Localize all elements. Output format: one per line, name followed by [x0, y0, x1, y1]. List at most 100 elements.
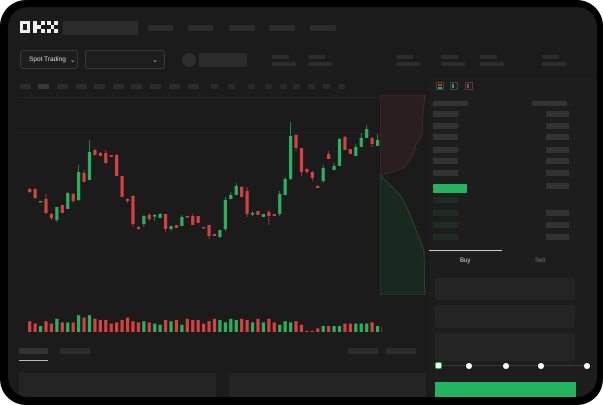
ask-price — [433, 147, 458, 153]
volume-bar — [359, 323, 363, 332]
volume-bar — [125, 317, 130, 332]
candle-body — [104, 153, 108, 163]
orderbook-header — [433, 101, 468, 106]
amount-input[interactable] — [435, 305, 575, 328]
candle-body — [93, 150, 97, 155]
market-type-dropdown[interactable]: Spot Trading ⌄ — [20, 50, 78, 69]
nav-item[interactable] — [229, 25, 255, 31]
orderbook-bids-icon[interactable] — [450, 82, 458, 90]
volume-bar — [375, 326, 380, 332]
toolbar-button[interactable] — [188, 84, 199, 89]
candle-body — [196, 216, 200, 223]
drawing-tool-icon[interactable] — [323, 84, 330, 89]
drawing-tool-icon[interactable] — [280, 84, 287, 89]
chevron-down-icon: ⌄ — [152, 56, 158, 64]
candle-body — [245, 191, 249, 214]
candle-body — [348, 149, 352, 154]
volume-bar — [147, 322, 151, 332]
slider-track[interactable] — [439, 365, 589, 366]
coin-icon — [182, 53, 196, 67]
pair-dropdown[interactable]: ⌄ — [85, 50, 165, 69]
toolbar-button[interactable] — [131, 84, 142, 89]
candle-body — [169, 226, 173, 229]
volume-bar — [87, 315, 92, 332]
candle-body — [212, 234, 217, 236]
drawing-tool-icon[interactable] — [308, 84, 315, 89]
toolbar-button[interactable] — [57, 84, 68, 89]
filter-button[interactable] — [386, 348, 416, 354]
slider-mark-75[interactable] — [538, 363, 544, 369]
slider-mark-100[interactable] — [584, 363, 590, 369]
toolbar-button[interactable] — [20, 84, 31, 89]
orderbook-both-icon[interactable] — [436, 82, 444, 90]
ask-size — [546, 147, 569, 153]
buy-button[interactable] — [435, 382, 576, 397]
candle-body — [158, 214, 162, 218]
volume-bar — [354, 323, 358, 332]
search-placeholder[interactable] — [63, 21, 138, 35]
candlestick-chart — [16, 122, 382, 332]
candle-body — [120, 176, 124, 197]
toolbar-button[interactable] — [169, 84, 180, 89]
slider-mark-50[interactable] — [503, 363, 509, 369]
drawing-tool-icon[interactable] — [265, 84, 272, 89]
filter-button[interactable] — [348, 348, 378, 354]
slider-handle[interactable] — [435, 362, 442, 369]
drawing-tool-icon[interactable] — [228, 84, 235, 89]
drawing-tool-icon[interactable] — [338, 84, 345, 89]
stat-label — [441, 55, 458, 59]
volume-bar — [337, 326, 342, 332]
drawing-tool-icon[interactable] — [293, 84, 300, 89]
candle-body — [343, 137, 347, 150]
candle-body — [131, 196, 135, 224]
volume-bar — [38, 326, 43, 332]
volume-bar — [142, 321, 146, 332]
volume-bar — [49, 323, 54, 332]
ask-size — [546, 111, 569, 117]
candle-body — [28, 189, 32, 192]
nav-item[interactable] — [310, 25, 336, 31]
slider-mark-25[interactable] — [466, 363, 472, 369]
candle-body — [66, 193, 70, 209]
orderbook-header — [532, 101, 567, 106]
tab-order-history[interactable] — [60, 348, 90, 354]
ask-price — [433, 123, 458, 129]
toolbar-button[interactable] — [113, 84, 124, 89]
candle-body — [223, 200, 227, 229]
volume-bar — [185, 318, 189, 332]
toolbar-button[interactable] — [94, 84, 105, 89]
candle-body — [354, 147, 358, 156]
stat-value — [308, 62, 332, 66]
stat-label — [480, 55, 497, 59]
stat-value — [396, 62, 420, 66]
volume-bar — [163, 320, 168, 332]
toolbar-button[interactable] — [76, 84, 87, 89]
drawing-tool-icon[interactable] — [248, 84, 255, 89]
candle-body — [98, 153, 102, 156]
tab-open-orders[interactable] — [19, 348, 48, 354]
price-input[interactable] — [435, 278, 575, 300]
toolbar-button[interactable] — [38, 84, 49, 89]
candle-body — [321, 168, 325, 181]
candle-body — [33, 189, 37, 198]
candle-body — [191, 216, 195, 225]
candle-body — [305, 169, 309, 172]
stat-label — [542, 55, 559, 59]
okx-logo — [20, 21, 58, 33]
drawing-tool-icon[interactable] — [211, 84, 218, 89]
orderbook-asks-icon[interactable] — [465, 82, 473, 90]
volume-bar — [234, 320, 238, 332]
nav-item[interactable] — [269, 25, 295, 31]
nav-item[interactable] — [188, 25, 213, 31]
candle-body — [294, 135, 298, 148]
tab-active-indicator — [429, 250, 502, 251]
total-input[interactable] — [435, 333, 575, 361]
volume-bar — [131, 321, 135, 332]
volume-bar — [381, 327, 382, 332]
toolbar-button[interactable] — [150, 84, 161, 89]
nav-item[interactable] — [148, 25, 173, 31]
tab-sell[interactable]: Sell — [535, 258, 546, 264]
volume-bar — [104, 320, 108, 332]
tab-buy[interactable]: Buy — [460, 258, 471, 264]
volume-bar — [180, 324, 184, 332]
